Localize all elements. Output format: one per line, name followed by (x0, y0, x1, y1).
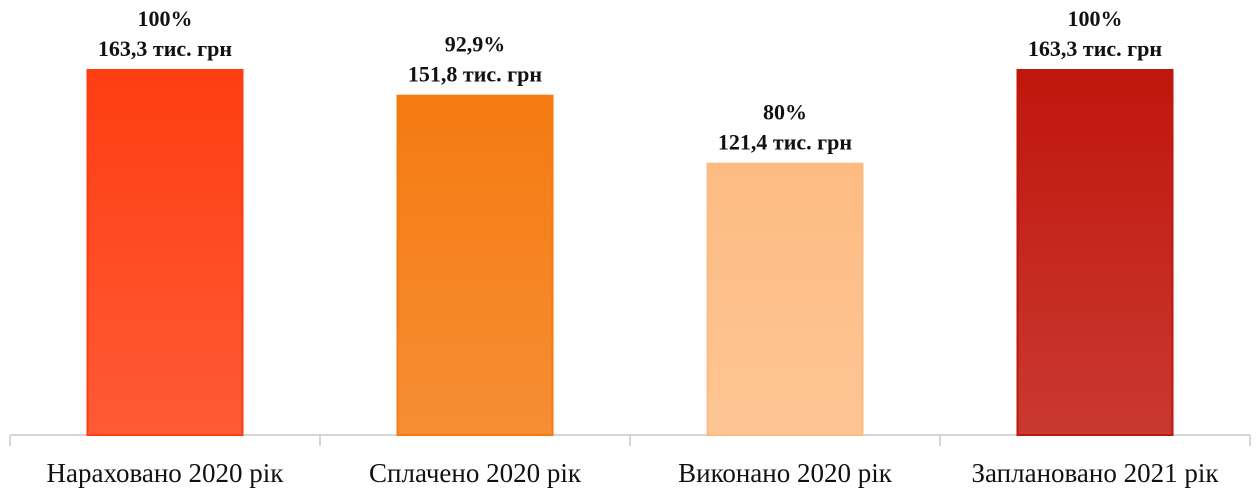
x-tick-label: Нараховано 2020 рік (47, 458, 285, 488)
value-label: 121,4 тис. грн (718, 130, 852, 155)
percent-label: 92,9% (445, 32, 506, 57)
bar (396, 94, 554, 436)
value-label: 163,3 тис. грн (98, 36, 232, 61)
bar (86, 69, 244, 436)
value-label: 151,8 тис. грн (408, 62, 542, 87)
x-tick-label: Виконано 2020 рік (678, 458, 893, 488)
value-label: 163,3 тис. грн (1028, 36, 1162, 61)
x-axis-ticks (9, 435, 1251, 446)
x-tick-label: Заплановано 2021 рік (972, 458, 1220, 488)
percent-label: 80% (763, 100, 807, 125)
bar (1016, 69, 1174, 436)
bar (706, 162, 864, 436)
percent-label: 100% (1068, 6, 1123, 31)
percent-label: 100% (138, 6, 193, 31)
x-tick-label: Сплачено 2020 рік (369, 458, 582, 488)
